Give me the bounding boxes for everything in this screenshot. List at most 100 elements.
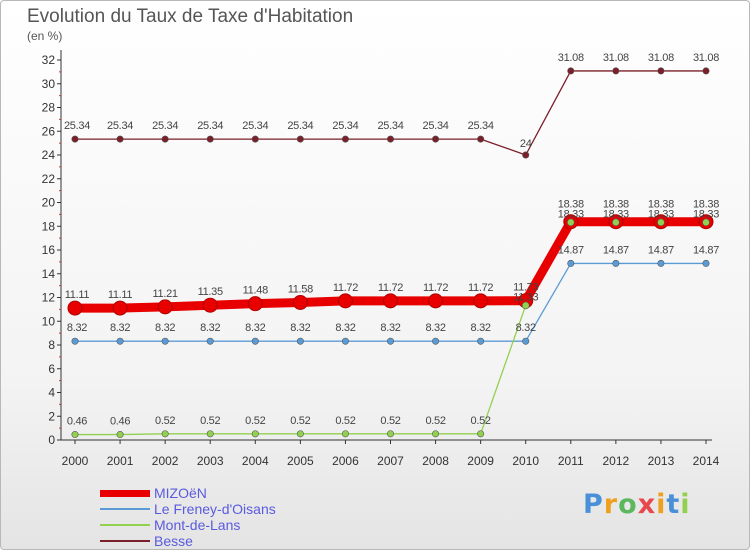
series-point-1 xyxy=(296,337,304,345)
series-point-2 xyxy=(116,431,124,439)
data-label: 0.52 xyxy=(335,415,355,427)
x-tick-label: 2012 xyxy=(603,454,630,468)
data-label: 31.08 xyxy=(693,52,719,64)
data-label: 18.38 xyxy=(648,199,674,211)
data-label: 8.32 xyxy=(425,322,445,334)
x-tick-label: 2008 xyxy=(422,454,449,468)
series-point-1 xyxy=(612,259,620,267)
data-label: 11.11 xyxy=(108,289,133,301)
series-point-3 xyxy=(341,135,349,143)
series-point-2-top xyxy=(612,218,620,227)
series-point-1 xyxy=(386,337,394,345)
data-label: 11.73 xyxy=(513,282,538,294)
data-label: 18.33 xyxy=(693,208,719,220)
data-label: 0.52 xyxy=(245,415,265,427)
y-tick-label: 16 xyxy=(42,243,56,257)
x-tick-label: 2011 xyxy=(558,454,584,468)
series-point-2 xyxy=(161,430,169,438)
series-point-1 xyxy=(206,337,214,345)
series-point-2-top xyxy=(566,218,575,227)
y-tick-label: 20 xyxy=(42,196,56,210)
series-point-1 xyxy=(432,337,440,345)
series-point-3 xyxy=(522,151,530,159)
y-tick-label: 24 xyxy=(42,148,56,162)
x-tick-label: 2002 xyxy=(152,454,179,468)
series-point-2-top xyxy=(657,218,665,227)
y-tick-label: 0 xyxy=(48,433,55,447)
data-label: 11.21 xyxy=(153,288,178,300)
series-point-0 xyxy=(112,300,128,316)
legend-item-mizoen[interactable]: MIZOëN xyxy=(100,485,276,501)
series-point-3 xyxy=(432,135,440,143)
series-point-2 xyxy=(477,430,485,438)
data-label: 0.46 xyxy=(67,416,87,428)
data-label: 25.34 xyxy=(377,120,403,132)
legend-swatch xyxy=(100,540,150,542)
data-label: 8.32 xyxy=(471,322,491,334)
y-tick-label: 6 xyxy=(48,362,55,376)
data-label: 11.33 xyxy=(513,291,538,303)
data-label: 8.32 xyxy=(200,322,220,334)
data-label: 18.38 xyxy=(693,199,719,211)
data-label: 0.52 xyxy=(290,415,310,427)
data-label: 11.72 xyxy=(333,282,358,294)
series-point-3 xyxy=(251,135,259,143)
series-point-3 xyxy=(567,67,575,75)
y-tick-label: 22 xyxy=(42,172,56,186)
x-tick-label: 2014 xyxy=(693,454,720,468)
x-tick-label: 2006 xyxy=(332,454,359,468)
series-point-1 xyxy=(657,259,665,267)
series-point-0 xyxy=(67,300,83,316)
legend-swatch xyxy=(100,524,150,526)
data-label: 8.32 xyxy=(380,322,400,334)
series-point-3 xyxy=(477,135,485,143)
series-point-2 xyxy=(432,430,440,438)
x-tick-label: 2005 xyxy=(287,454,314,468)
data-label: 11.72 xyxy=(468,282,493,294)
series-point-2 xyxy=(296,430,304,438)
series-point-2-top xyxy=(702,218,710,227)
data-label: 25.34 xyxy=(242,120,268,132)
data-label: 8.32 xyxy=(516,322,536,334)
series-point-3 xyxy=(206,135,214,143)
legend-label: Mont-de-Lans xyxy=(154,517,241,533)
series-point-1 xyxy=(702,259,710,267)
data-label: 11.72 xyxy=(378,282,403,294)
series-point-3 xyxy=(71,135,79,143)
legend-label: Besse xyxy=(154,533,193,549)
y-tick-label: 12 xyxy=(42,291,56,305)
legend-swatch xyxy=(100,489,150,497)
legend-label: MIZOëN xyxy=(154,485,207,501)
data-label: 11.58 xyxy=(288,283,313,295)
legend-item-le-freney-doisans[interactable]: Le Freney-d'Oisans xyxy=(100,501,276,517)
data-label: 25.34 xyxy=(107,120,133,132)
logo-letter: i xyxy=(680,489,691,520)
y-tick-label: 30 xyxy=(42,77,56,91)
logo-letter: i xyxy=(656,489,667,520)
chart-title: Evolution du Taux de Taxe d'Habitation xyxy=(27,6,354,27)
series-point-3 xyxy=(386,135,394,143)
data-label: 24 xyxy=(520,138,532,150)
series-point-1 xyxy=(522,337,530,345)
data-label: 25.34 xyxy=(332,120,358,132)
series-point-2 xyxy=(206,430,214,438)
logo-letter: P xyxy=(583,489,604,520)
legend-item-mont-de-lans[interactable]: Mont-de-Lans xyxy=(100,517,276,533)
data-label: 11.48 xyxy=(243,285,268,297)
series-point-0 xyxy=(247,296,263,312)
series-point-0 xyxy=(157,299,173,315)
series-point-1 xyxy=(71,337,79,345)
legend-swatch xyxy=(100,508,150,510)
data-label: 18.38 xyxy=(603,199,629,211)
legend-item-besse[interactable]: Besse xyxy=(100,533,276,549)
y-tick-label: 14 xyxy=(42,267,56,281)
data-label: 18.33 xyxy=(603,208,629,220)
series-point-0 xyxy=(383,293,398,309)
logo-letter: r xyxy=(603,489,619,520)
series-point-1 xyxy=(116,337,124,345)
legend-label: Le Freney-d'Oisans xyxy=(154,501,276,517)
data-label: 31.08 xyxy=(558,52,584,64)
series-point-3 xyxy=(296,135,304,143)
data-label: 8.32 xyxy=(67,322,87,334)
